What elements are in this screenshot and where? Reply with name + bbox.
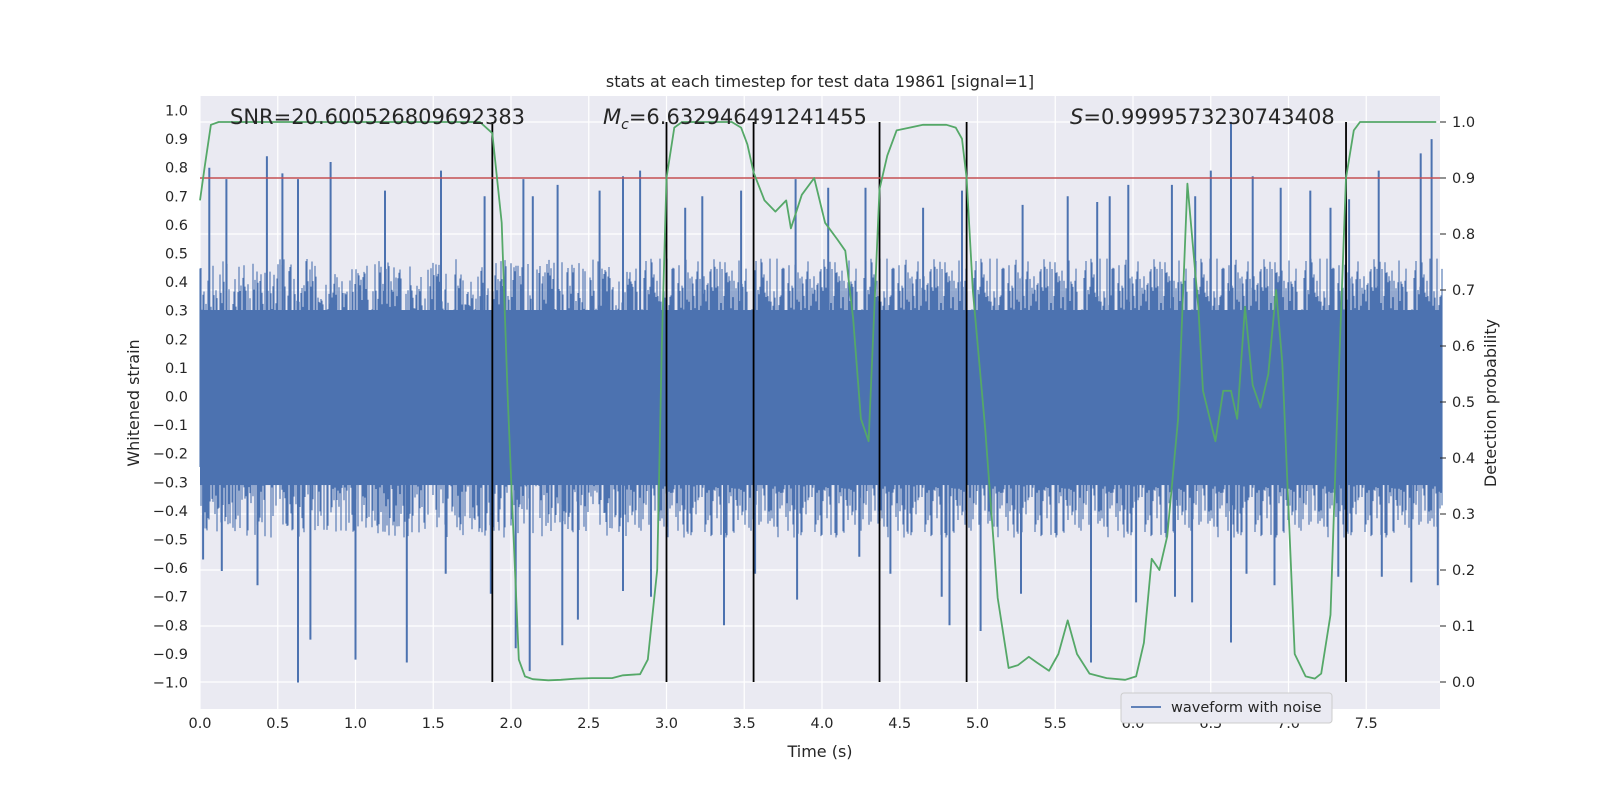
- y2-tick-label: 0.7: [1452, 283, 1475, 299]
- y2-axis-label: Detection probability: [1481, 319, 1500, 487]
- y-tick-label: −0.9: [153, 647, 188, 663]
- x-tick-label: 2.5: [577, 716, 600, 732]
- y2-tick-label: 0.5: [1452, 395, 1475, 411]
- x-tick-label: 2.0: [499, 716, 522, 732]
- s-annotation: S=0.9999573230743408: [1070, 105, 1335, 129]
- chart-title: stats at each timestep for test data 198…: [606, 72, 1034, 91]
- y-tick-label: −0.3: [153, 475, 188, 491]
- probability-line: [199, 121, 1437, 682]
- x-tick-label: 5.5: [1044, 716, 1067, 732]
- x-tick-label: 4.0: [810, 716, 833, 732]
- x-tick-label: 0.0: [188, 716, 211, 732]
- y2-tick-label: 1.0: [1452, 115, 1475, 131]
- tick-labels: 0.0 0.5 1.0 1.5 2.0 2.5 3.0 3.5 4.0 4.5 5.0 5.5 6.0 6…: [153, 104, 1475, 733]
- y-tick-label: 0.0: [165, 390, 188, 406]
- y-tick-label: −0.4: [153, 504, 188, 520]
- x-tick-label: 0.5: [266, 716, 289, 732]
- y-tick-label: 0.1: [165, 361, 188, 377]
- vertical-markers: [491, 122, 1347, 682]
- legend-label: waveform with noise: [1171, 700, 1322, 716]
- y-tick-label: 0.5: [165, 247, 188, 263]
- strain-series: [199, 121, 1443, 683]
- y2-tick-label: 0.6: [1452, 339, 1475, 355]
- y2-tick-label: 0.3: [1452, 507, 1475, 523]
- legend: waveform with noise: [1120, 692, 1333, 724]
- y-tick-label: −0.1: [153, 418, 188, 434]
- y-axis-label: Whitened strain: [124, 339, 143, 466]
- y-tick-label: 0.8: [165, 161, 188, 177]
- y2-tick-label: 0.9: [1452, 171, 1475, 187]
- x-tick-label: 4.5: [888, 716, 911, 732]
- x-tick-label: 3.0: [655, 716, 678, 732]
- snr-annotation: SNR=20.600526809692383: [230, 105, 525, 129]
- y-tick-label: −1.0: [153, 676, 188, 692]
- y-tick-label: −0.7: [153, 590, 188, 606]
- s-symbol: S: [1070, 105, 1083, 129]
- chirp-mass-symbol: M: [603, 105, 621, 129]
- y2-tick-label: 0.4: [1452, 451, 1475, 467]
- y2-tick-label: 0.1: [1452, 619, 1475, 635]
- x-tick-label: 7.5: [1355, 716, 1378, 732]
- y-tick-label: −0.8: [153, 618, 188, 634]
- x-tick-label: 5.0: [966, 716, 989, 732]
- y-tick-label: 0.7: [165, 189, 188, 205]
- x-tick-label: 1.0: [344, 716, 367, 732]
- y-tick-label: −0.6: [153, 561, 188, 577]
- x-tick-label: 3.5: [733, 716, 756, 732]
- x-tick-label: 1.5: [422, 716, 445, 732]
- y-tick-label: 1.0: [165, 104, 188, 120]
- y-tick-label: 0.2: [165, 332, 188, 348]
- y-tick-label: 0.6: [165, 218, 188, 234]
- probability-series: [199, 121, 1440, 682]
- y2-tick-label: 0.2: [1452, 563, 1475, 579]
- y-tick-label: 0.3: [165, 304, 188, 320]
- y2-tick-label: 0.8: [1452, 227, 1475, 243]
- y2-tick-label: 0.0: [1452, 675, 1475, 691]
- chirp-mass-annotation: Mc=6.632946491241455: [603, 105, 867, 133]
- legend-box: [1120, 692, 1333, 724]
- x-axis-label: Time (s): [786, 742, 852, 761]
- y-tick-label: 0.9: [165, 132, 188, 148]
- chirp-mass-value: =6.632946491241455: [629, 105, 867, 129]
- s-value: =0.9999573230743408: [1083, 105, 1334, 129]
- chirp-mass-subscript: c: [621, 117, 629, 133]
- strain-noise: [199, 258, 1443, 538]
- y-tick-label: 0.4: [165, 275, 188, 291]
- y-tick-label: −0.2: [153, 447, 188, 463]
- y-tick-label: −0.5: [153, 533, 188, 549]
- strain-spikes: [202, 121, 1439, 683]
